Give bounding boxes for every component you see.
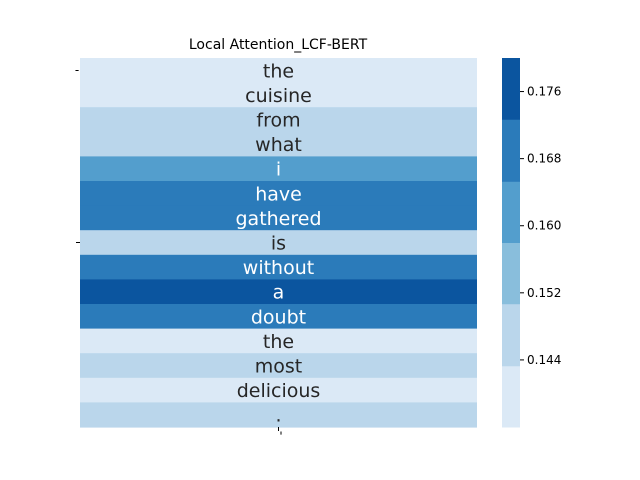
token-label: the	[263, 60, 294, 82]
chart-title: Local Attention_LCF-BERT	[189, 37, 368, 53]
heatmap-cell	[80, 279, 477, 305]
heatmap-cell	[80, 254, 477, 280]
token-label: most	[255, 356, 302, 378]
colorbar-tick-label: 0.168	[527, 152, 561, 166]
colorbar: 0.144 0.152 0.160 0.168 0.176	[502, 58, 561, 428]
x-tick-label: -	[275, 431, 289, 435]
heatmap-cell	[80, 328, 477, 354]
colorbar-bin	[502, 181, 520, 243]
heatmap-cell	[80, 58, 477, 84]
token-label: delicious	[237, 380, 321, 402]
token-label: without	[243, 257, 314, 279]
token-label: is	[271, 233, 286, 255]
token-label: doubt	[251, 306, 306, 328]
heatmap-cell	[80, 304, 477, 330]
axis-ticks: --	[75, 63, 289, 435]
heatmap-cell	[80, 377, 477, 403]
y-tick-label: -	[75, 63, 79, 77]
heatmap-cell	[80, 402, 477, 428]
colorbar-tick-label: 0.152	[527, 286, 561, 300]
colorbar-bin	[502, 365, 520, 428]
token-label: the	[263, 331, 294, 353]
token-label: what	[255, 134, 302, 156]
heatmap-cell	[80, 205, 477, 231]
heatmap-cell	[80, 107, 477, 133]
heatmap-cell	[80, 131, 477, 157]
heatmap-cell	[80, 181, 477, 207]
token-label: a	[273, 282, 285, 304]
token-label: have	[255, 183, 302, 205]
token-label: gathered	[235, 208, 321, 230]
colorbar-bin	[502, 303, 520, 367]
heatmap-cell	[80, 230, 477, 256]
token-label: i	[276, 159, 281, 181]
token-label: cuisine	[245, 85, 312, 107]
token-label: from	[256, 110, 300, 132]
heatmap-cells	[80, 58, 477, 428]
colorbar-bin	[502, 119, 520, 182]
colorbar-tick-label: 0.160	[527, 219, 561, 233]
heatmap-cell	[80, 82, 477, 108]
heatmap-cell	[80, 156, 477, 182]
colorbar-bin	[502, 58, 520, 120]
token-label: .	[275, 405, 281, 427]
colorbar-tick-label: 0.144	[527, 353, 561, 367]
heatmap-cell	[80, 353, 477, 379]
colorbar-bin	[502, 242, 520, 305]
colorbar-tick-label: 0.176	[527, 85, 561, 99]
